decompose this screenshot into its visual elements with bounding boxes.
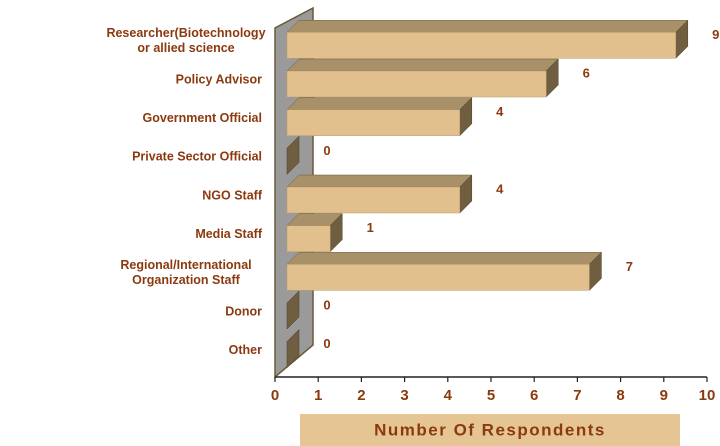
y-tick-label: Private Sector Official [132, 150, 262, 164]
bar-top [286, 252, 603, 265]
x-tick-label: 9 [660, 387, 668, 404]
value-label: 9 [712, 27, 719, 42]
y-tick-label: NGO Staff [202, 188, 263, 202]
x-axis-title: Number Of Respondents [374, 420, 606, 439]
y-tick-label: Researcher(Biotechnology or allied scienc… [106, 26, 265, 55]
bar-side [286, 135, 300, 175]
value-label: 0 [323, 336, 330, 351]
value-label: 7 [626, 259, 633, 274]
x-tick-label: 3 [400, 387, 408, 404]
bar [286, 19, 689, 59]
bar-front [286, 225, 331, 252]
y-tick-label: Other [229, 343, 262, 357]
value-label: 4 [496, 181, 504, 196]
bar [286, 329, 300, 369]
x-tick-label: 6 [530, 387, 538, 404]
value-label: 6 [583, 65, 590, 80]
bar [286, 58, 559, 98]
y-tick-label: Government Official [143, 111, 262, 125]
bar-top [286, 97, 473, 110]
y-tick-label: Media Staff [195, 227, 263, 241]
bar-front [286, 186, 461, 214]
x-tick-label: 4 [444, 387, 453, 404]
bar-front [286, 32, 677, 59]
x-tick-label: 8 [616, 387, 624, 404]
x-tick-label: 7 [573, 387, 581, 404]
bar-top [286, 20, 689, 33]
x-tick-label: 0 [271, 387, 279, 404]
value-label: 0 [323, 297, 330, 312]
bar-front [286, 264, 590, 291]
bar-top [286, 174, 473, 188]
bar [286, 135, 300, 175]
axis-title-box [300, 414, 680, 446]
bar [286, 174, 473, 214]
y-tick-label: Policy Advisor [176, 72, 263, 86]
y-tick-label: Donor [225, 304, 262, 318]
bar [286, 290, 300, 330]
x-tick-label: 1 [314, 387, 322, 404]
value-label: 0 [323, 143, 330, 158]
value-label: 4 [496, 104, 504, 119]
bar-front [286, 70, 547, 98]
x-tick-label: 2 [357, 387, 365, 404]
bar-top [286, 58, 559, 72]
bar-front [286, 109, 461, 136]
bar [286, 213, 343, 253]
bar-side [286, 290, 300, 330]
bar-side [286, 329, 300, 369]
x-tick-label: 10 [699, 387, 716, 404]
bar [286, 251, 603, 291]
x-tick-label: 5 [487, 387, 495, 404]
y-tick-label: Regional/International Organization Staff [120, 258, 251, 287]
bar [286, 97, 473, 137]
value-label: 1 [367, 220, 374, 235]
